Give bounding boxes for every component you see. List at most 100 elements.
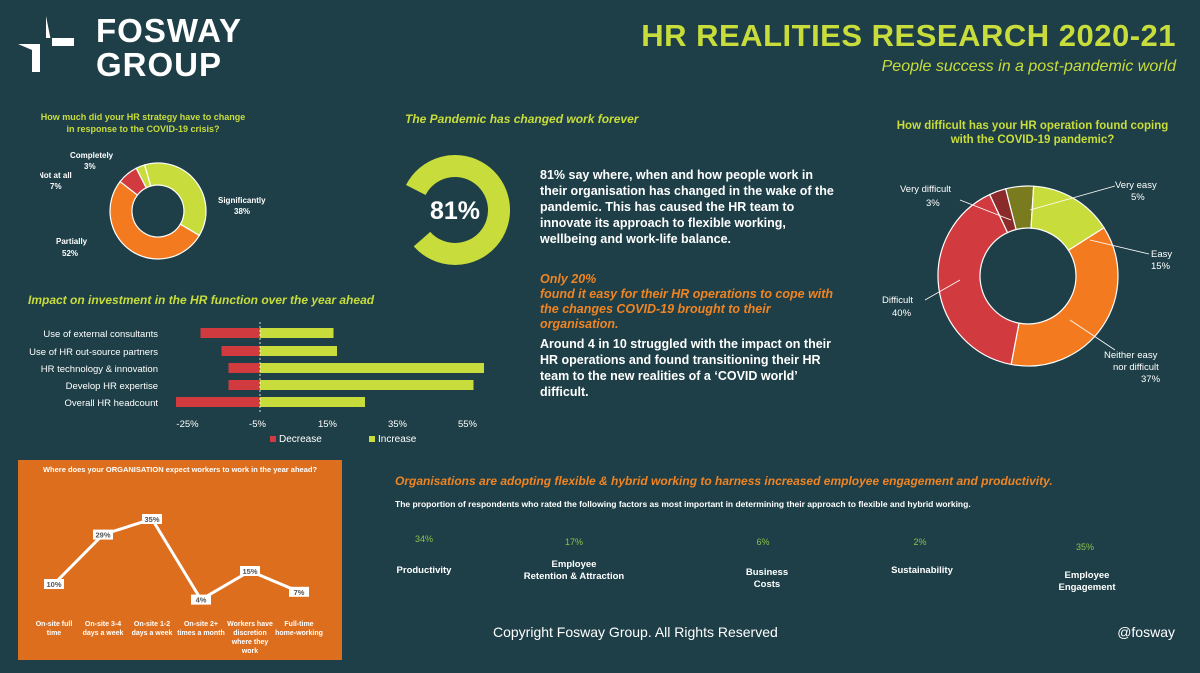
twitter-handle: @fosway — [1117, 624, 1175, 640]
slice-very-difficult — [988, 188, 1017, 234]
slice-difficult — [937, 193, 1020, 366]
investment-tick-label: -25% — [176, 419, 199, 430]
bar-decrease — [221, 346, 260, 356]
label-partially: Partially — [56, 237, 88, 246]
label-very-easy: Very easy — [1115, 180, 1157, 191]
factor-label-sustainability: Sustainability — [891, 565, 953, 576]
only-20-title: Only 20% — [540, 272, 597, 286]
label-very-difficult: Very difficult — [900, 184, 951, 195]
pct-not-at-all: 7% — [50, 182, 62, 191]
bar-decrease — [176, 397, 260, 407]
workplace-category-label: time — [47, 630, 62, 637]
workplace-category-label: Full-time — [284, 621, 313, 628]
workplace-category-label: home-working — [275, 630, 323, 637]
investment-category-label: Overall HR headcount — [65, 398, 159, 409]
pct-significantly: 38% — [234, 207, 250, 216]
factor-label-productivity: Productivity — [396, 565, 452, 576]
investment-category-label: HR technology & innovation — [41, 364, 158, 375]
investment-chart-title: Impact on investment in the HR function … — [28, 293, 375, 307]
pct-neither: 37% — [1141, 374, 1161, 385]
leader-very-easy — [1029, 185, 1116, 211]
pct-partially: 52% — [62, 249, 78, 258]
workplace-category-label: On-site 1-2 — [134, 621, 170, 628]
label-neither-line1: Neither easy — [1104, 350, 1158, 361]
workplace-point-label: 7% — [294, 588, 305, 597]
pandemic-heading: The Pandemic has changed work forever — [405, 112, 639, 126]
fosway-logo-icon — [18, 16, 74, 72]
logo-line1: FOSWAY — [96, 12, 242, 49]
difficulty-question: How difficult has your HR operation foun… — [896, 120, 1169, 146]
workplace-category-label: On-site 2+ — [184, 621, 218, 628]
bar-increase — [260, 363, 484, 373]
legend-swatch-decrease — [270, 436, 276, 442]
workplace-line-chart-panel: Where does your ORGANISATION expect work… — [18, 460, 342, 660]
factor-label-engagement: Employee Engagement — [1058, 570, 1116, 593]
investment-tick-label: -5% — [249, 419, 266, 430]
workplace-point-label: 35% — [144, 515, 159, 524]
pct-easy: 15% — [1151, 261, 1171, 272]
workplace-category-label: discretion — [233, 630, 266, 637]
strategy-slices — [109, 162, 207, 260]
logo-wordmark: FOSWAY GROUP — [96, 14, 242, 82]
workplace-point-label-box — [44, 579, 64, 589]
bar-decrease — [228, 363, 260, 373]
investment-tick-label: 35% — [388, 419, 408, 430]
workplace-category-label: work — [241, 648, 258, 655]
label-difficult: Difficult — [882, 295, 913, 306]
workplace-point-label: 4% — [196, 596, 207, 605]
workplace-point-label-box — [289, 586, 309, 597]
pct-very-difficult: 3% — [926, 198, 940, 209]
bar-decrease — [228, 380, 260, 390]
investment-category-label: Develop HR expertise — [66, 381, 158, 392]
copyright-text: Copyright Fosway Group. All Rights Reser… — [493, 624, 778, 640]
strategy-donut-chart: Completely 3% Not at all 7% Significantl… — [40, 151, 266, 260]
page-title: HR REALITIES RESEARCH 2020-21 — [641, 18, 1176, 53]
workplace-category-label: On-site full — [36, 621, 73, 628]
workplace-category-label: Workers have — [227, 621, 273, 628]
workplace-line-chart: 10% 29% 35% 4% 15% 7% On-site full time On-site… — [36, 514, 323, 655]
bar-decrease — [200, 328, 260, 338]
ring-label: 81% — [430, 197, 480, 225]
label-completely: Completely — [70, 151, 114, 160]
investment-category-label: Use of external consultants — [43, 329, 158, 340]
only-20-text: found it easy for their HR operations to… — [540, 287, 834, 331]
workplace-category-label: days a week — [83, 630, 124, 637]
leader-easy — [1089, 239, 1150, 255]
workplace-point-label-box — [191, 594, 211, 605]
slice-neither — [1010, 226, 1119, 367]
workplace-category-label: On-site 3-4 — [85, 621, 121, 628]
pct-completely: 3% — [84, 162, 96, 171]
pct-very-easy: 5% — [1131, 192, 1145, 203]
factor-label-business-costs: Business Costs — [745, 567, 789, 590]
bar-increase — [260, 346, 337, 356]
ring-arc-81 — [406, 155, 510, 265]
workplace-point-label-box — [142, 514, 162, 524]
investment-tick-label: 55% — [458, 419, 478, 430]
legend-swatch-increase — [369, 436, 375, 442]
logo-line2: GROUP — [96, 46, 223, 83]
factor-pct-productivity: 34% — [414, 534, 433, 544]
investment-bar-chart: Use of external consultants Use of HR out… — [29, 322, 484, 445]
workplace-point-label-box — [240, 566, 260, 576]
workplace-point-label: 10% — [46, 580, 61, 589]
legend-increase: Increase — [378, 434, 417, 445]
slice-partially — [109, 180, 201, 260]
investment-category-label: Use of HR out-source partners — [29, 347, 158, 358]
strategy-question: How much did your HR strategy have to ch… — [40, 112, 246, 134]
pct-difficult: 40% — [892, 308, 912, 319]
legend-decrease: Decrease — [279, 434, 322, 445]
slice-significantly — [143, 162, 207, 237]
workplace-series-line — [52, 517, 300, 602]
difficulty-donut-chart: Very difficult 3% Very easy 5% Easy 15% … — [882, 180, 1172, 385]
leader-neither — [1069, 319, 1116, 351]
label-not-at-all: Not at all — [40, 171, 72, 180]
factor-pct-retention: 17% — [564, 537, 583, 547]
workplace-point-label: 15% — [242, 567, 257, 576]
around-4-in-10-text: Around 4 in 10 struggled with the impact… — [540, 337, 831, 399]
workplace-chart-title: Where does your ORGANISATION expect work… — [42, 465, 318, 474]
label-easy: Easy — [1151, 249, 1172, 260]
factor-pct-sustainability: 2% — [913, 537, 927, 547]
workplace-point-label-box — [93, 529, 113, 540]
leader-difficult — [924, 279, 961, 301]
bar-increase — [260, 380, 474, 390]
